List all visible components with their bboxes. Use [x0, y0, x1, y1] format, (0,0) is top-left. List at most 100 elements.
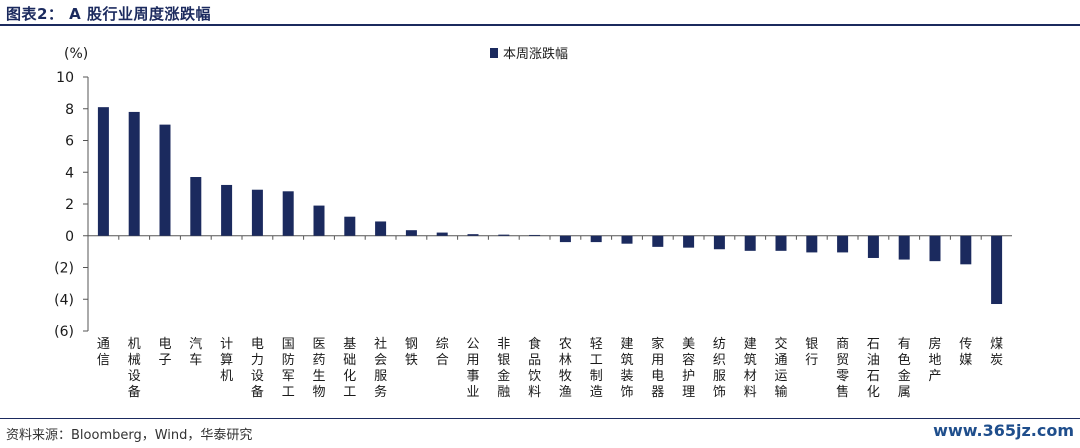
x-tick-label-char: 产: [928, 369, 941, 384]
bar-6: [251, 189, 263, 236]
x-tick-label-char: 有: [898, 337, 911, 352]
bar-4: [190, 177, 202, 236]
x-tick-label-char: 行: [805, 353, 818, 368]
x-tick-label-char: 美: [682, 337, 695, 352]
x-tick-label-char: 牧: [559, 369, 572, 384]
x-tick-label-char: 装: [620, 369, 633, 384]
x-tick-label-char: 军: [282, 369, 295, 384]
x-tick-label-char: 融: [497, 385, 510, 400]
x-tick-label-char: 纺: [713, 337, 726, 352]
bar-16: [559, 235, 571, 243]
x-tick-label-char: 林: [559, 353, 572, 368]
x-tick-label-char: 备: [251, 384, 264, 400]
bar-19: [652, 235, 664, 247]
bar-1: [97, 107, 109, 236]
title-divider: [0, 24, 1080, 26]
x-tick-label-char: 织: [713, 353, 726, 368]
x-tick-label-char: 轻: [590, 337, 603, 352]
y-tick-label: 2: [65, 197, 74, 213]
x-tick-label-char: 建: [620, 337, 633, 352]
x-tick-label-char: 媒: [959, 353, 972, 368]
x-tick-label-char: 机: [128, 337, 141, 352]
x-tick-label-char: 通: [97, 337, 110, 352]
x-tick-label-char: 务: [374, 384, 387, 400]
y-tick-label: (4): [54, 292, 74, 308]
x-tick-label-char: 工: [590, 353, 603, 368]
x-tick-label-char: 力: [251, 353, 264, 368]
x-tick-label-char: 电: [158, 337, 171, 352]
y-tick-label: (6): [54, 324, 74, 340]
x-tick-label-char: 饮: [528, 369, 541, 384]
bar-20: [683, 235, 695, 248]
bar-5: [221, 184, 233, 236]
x-tick-label-char: 基: [343, 337, 356, 352]
x-tick-label-char: 食: [528, 336, 541, 352]
x-tick-label-char: 属: [898, 385, 911, 400]
x-tick-label-char: 材: [744, 369, 757, 384]
x-tick-label-char: 社: [374, 336, 387, 352]
y-tick-label: 8: [65, 102, 74, 118]
x-tick-label-char: 会: [374, 353, 387, 368]
x-tick-label-char: 服: [374, 369, 387, 384]
bar-25: [837, 235, 849, 253]
x-tick-label-char: 零: [836, 369, 849, 384]
x-tick-label-char: 用: [466, 353, 479, 368]
x-tick-label-char: 造: [590, 385, 603, 400]
bar-24: [806, 235, 818, 253]
x-tick-label-char: 地: [928, 353, 941, 368]
x-tick-label-char: 综: [436, 337, 449, 352]
bar-30: [991, 235, 1003, 305]
bar-9: [344, 216, 356, 236]
bar-21: [713, 235, 725, 250]
x-tick-label-char: 品: [528, 353, 541, 368]
x-tick-label-char: 医: [312, 337, 325, 352]
bar-7: [282, 191, 294, 236]
figure-title: 图表2： A 股行业周度涨跌幅: [6, 5, 211, 23]
bar-18: [621, 235, 633, 244]
x-tick-label-char: 制: [590, 369, 603, 384]
x-tick-label-char: 筑: [744, 352, 757, 368]
bar-28: [929, 235, 941, 262]
x-tick-label-char: 化: [867, 385, 880, 400]
x-tick-label-char: 服: [713, 369, 726, 384]
x-tick-label-char: 机: [220, 369, 233, 384]
x-tick-label-char: 筑: [620, 352, 633, 368]
footer-divider: [0, 418, 1080, 419]
x-tick-label-char: 械: [128, 353, 141, 368]
title-row: 图表2： A 股行业周度涨跌幅: [0, 0, 1080, 28]
x-tick-label-char: 备: [128, 384, 141, 400]
x-tick-label-char: 工: [282, 385, 295, 400]
x-tick-label-char: 色: [898, 352, 911, 368]
bar-22: [744, 235, 756, 251]
legend-swatch: [490, 48, 498, 58]
x-tick-label-char: 石: [867, 337, 880, 352]
x-tick-label-char: 防: [282, 352, 295, 368]
bar-12: [436, 232, 448, 236]
y-tick-label: 4: [65, 165, 74, 181]
x-tick-label-char: 炭: [990, 353, 1003, 368]
bar-29: [960, 235, 972, 265]
x-tick-label-char: 设: [128, 369, 141, 384]
bar-3: [159, 124, 171, 236]
x-tick-label-char: 料: [528, 385, 541, 400]
x-tick-label-char: 用: [651, 353, 664, 368]
x-tick-label-char: 建: [744, 337, 757, 352]
x-tick-label-char: 算: [220, 353, 233, 368]
x-tick-label-char: 设: [251, 369, 264, 384]
x-tick-label-char: 渔: [559, 385, 572, 400]
bar-10: [375, 221, 387, 236]
x-tick-label-char: 公: [466, 337, 479, 352]
x-tick-label-char: 煤: [990, 337, 1003, 352]
bar-11: [405, 230, 417, 236]
x-tick-label-char: 化: [343, 369, 356, 384]
x-tick-label-char: 料: [744, 385, 757, 400]
bar-17: [590, 235, 602, 243]
x-tick-label-char: 生: [312, 369, 325, 384]
x-tick-label-char: 通: [774, 353, 787, 368]
x-tick-label-char: 商: [836, 337, 849, 352]
bar-27: [898, 235, 910, 260]
y-tick-label: 10: [56, 70, 74, 86]
bar-8: [313, 205, 325, 236]
x-tick-label-char: 售: [836, 384, 849, 400]
x-tick-label-char: 交: [774, 336, 787, 352]
